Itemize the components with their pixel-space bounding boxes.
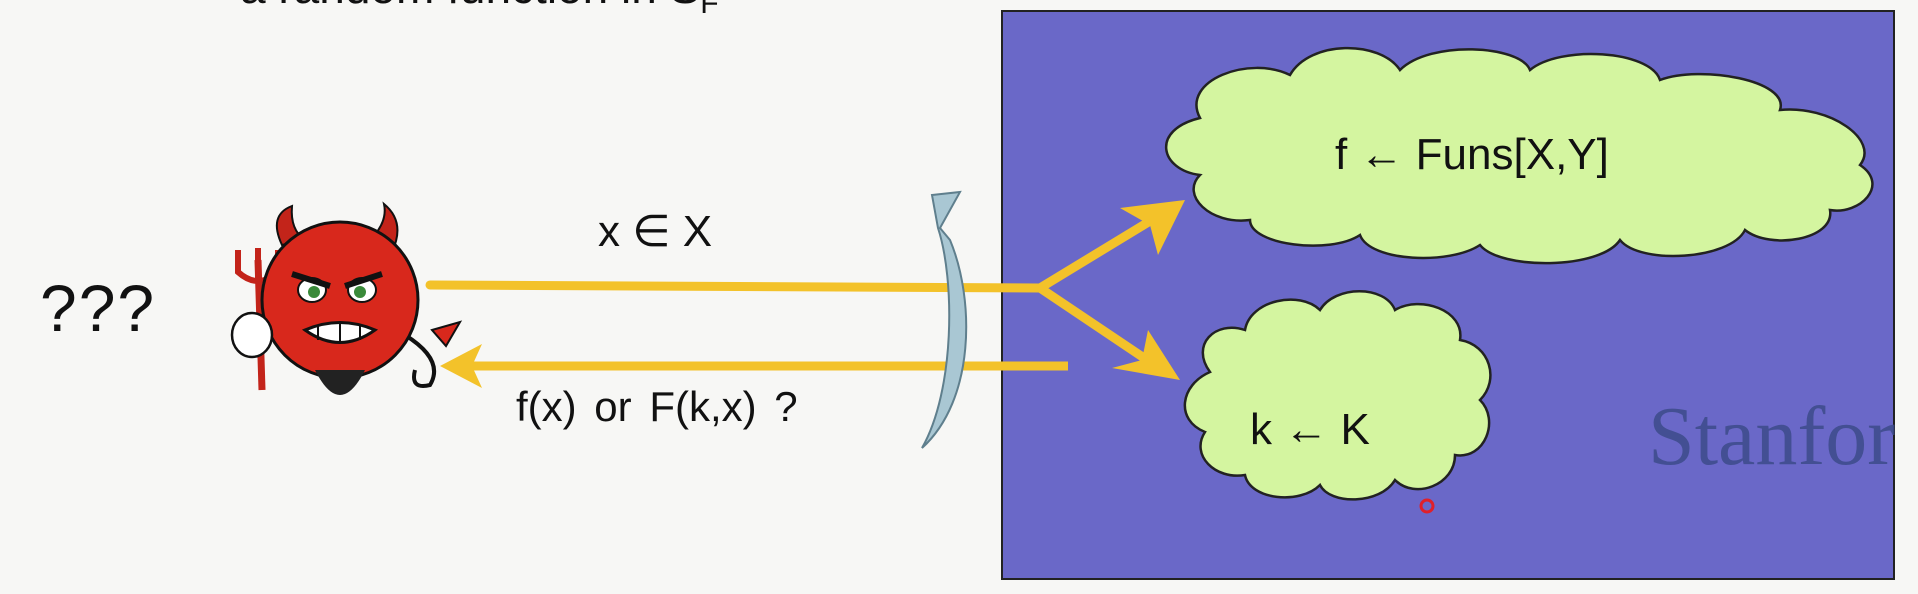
- query-label: x ∈ X: [598, 207, 713, 256]
- cloud-keys-label: k ← K: [1250, 405, 1370, 454]
- adversary-label: ???: [40, 271, 157, 345]
- slide-title-text: a random function in S: [240, 0, 700, 13]
- response-label: f(x) or F(k,x) ?: [516, 383, 798, 430]
- cloud-funs-label: f ← Funs[X,Y]: [1335, 130, 1609, 179]
- branch-arrowhead-top: [1120, 200, 1185, 255]
- branch-arrow-bottom: [1035, 283, 1155, 367]
- stanford-watermark: Stanfor: [1648, 390, 1896, 483]
- cloud-keys: [1183, 290, 1492, 501]
- devil-icon: [230, 201, 463, 395]
- pointer-dot: [1419, 498, 1435, 514]
- switch-arrow: [921, 190, 968, 449]
- slide-title-subscript: F: [700, 0, 719, 21]
- cloud-funs: [1165, 46, 1874, 265]
- response-arrowhead: [440, 344, 482, 388]
- branch-arrowhead-bottom: [1112, 330, 1180, 380]
- slide-title: a random function in SF: [240, 0, 719, 21]
- branch-arrow-top: [1035, 210, 1165, 293]
- query-arrow-line: [425, 280, 1045, 293]
